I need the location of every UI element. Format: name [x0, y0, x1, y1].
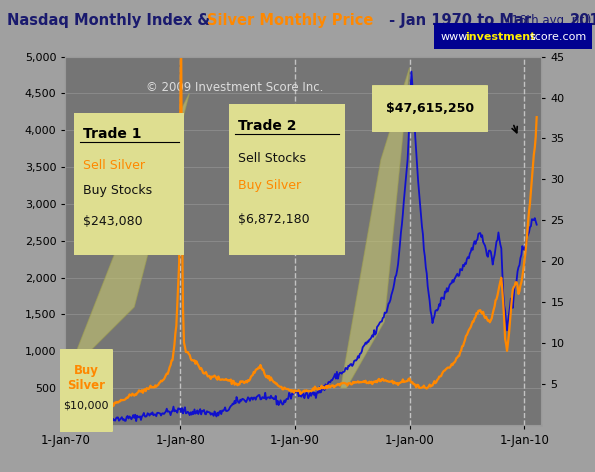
Text: Buy: Buy	[74, 364, 99, 377]
Polygon shape	[68, 93, 189, 373]
Text: Silver: Silver	[67, 379, 105, 392]
Text: $10,000: $10,000	[64, 400, 109, 411]
Text: Trade 1: Trade 1	[83, 127, 142, 142]
Text: $243,080: $243,080	[83, 215, 143, 228]
Text: $47,615,250: $47,615,250	[386, 102, 474, 115]
Text: $6,872,180: $6,872,180	[239, 212, 310, 226]
Polygon shape	[341, 67, 409, 388]
Text: Silver Monthly Price: Silver Monthly Price	[207, 13, 374, 28]
Text: Sell Stocks: Sell Stocks	[239, 152, 306, 165]
Text: (16th avg. pr.): (16th avg. pr.)	[503, 14, 591, 27]
Text: 500: 500	[68, 377, 85, 386]
Text: investment: investment	[465, 32, 536, 42]
FancyBboxPatch shape	[227, 101, 347, 258]
FancyBboxPatch shape	[434, 23, 592, 49]
Text: 2011: 2011	[569, 13, 595, 28]
FancyBboxPatch shape	[72, 110, 187, 258]
Text: - Jan 1970 to Mar: - Jan 1970 to Mar	[384, 13, 531, 28]
Text: Sell Silver: Sell Silver	[83, 159, 145, 172]
Text: www.: www.	[440, 32, 470, 42]
Text: Trade 2: Trade 2	[239, 119, 297, 133]
FancyBboxPatch shape	[369, 84, 490, 133]
Text: Nasdaq Monthly Index &: Nasdaq Monthly Index &	[7, 13, 215, 28]
Text: © 2009 Investment Score Inc.: © 2009 Investment Score Inc.	[146, 81, 324, 93]
Text: Buy Silver: Buy Silver	[239, 179, 302, 193]
Text: Buy Stocks: Buy Stocks	[83, 184, 152, 197]
FancyBboxPatch shape	[58, 347, 114, 433]
Text: score.com: score.com	[530, 32, 587, 42]
